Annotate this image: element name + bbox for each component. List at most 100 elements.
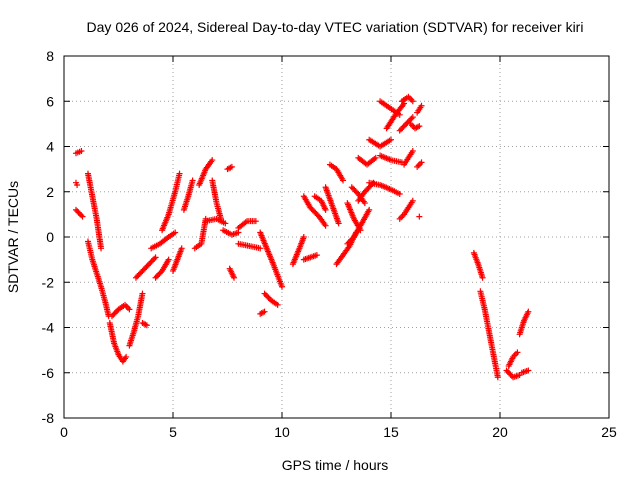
data-point <box>347 238 354 245</box>
data-point <box>111 310 118 317</box>
data-point <box>178 245 185 252</box>
data-point <box>140 266 147 273</box>
y-axis-label: SDTVAR / TECUs <box>5 181 21 293</box>
data-point <box>396 127 403 134</box>
data-point <box>418 102 425 109</box>
data-point <box>78 212 85 219</box>
data-point <box>300 234 307 240</box>
data-point <box>134 273 141 280</box>
data-point <box>398 126 405 133</box>
data-point <box>264 293 271 300</box>
data-point <box>348 236 355 243</box>
data-point <box>143 263 150 270</box>
data-point <box>222 220 229 227</box>
data-point <box>72 206 79 213</box>
data-point <box>261 290 268 297</box>
data-point <box>322 222 329 229</box>
data-point <box>274 301 281 308</box>
data-point <box>76 210 83 217</box>
data-point <box>155 272 162 279</box>
x-axis-label: GPS time / hours <box>282 457 389 473</box>
data-point <box>494 374 501 381</box>
data-point <box>479 274 486 281</box>
data-point <box>135 272 142 279</box>
data-point <box>74 208 81 215</box>
data-point <box>148 258 155 265</box>
data-point <box>261 308 268 315</box>
data-point <box>147 259 154 266</box>
x-tick-label: 0 <box>60 424 68 440</box>
data-point <box>388 136 394 143</box>
data-points <box>72 93 532 381</box>
x-tick-label: 5 <box>169 424 177 440</box>
data-point <box>351 186 358 193</box>
data-point <box>409 98 416 105</box>
x-tick-label: 20 <box>492 424 508 440</box>
data-point <box>418 159 425 166</box>
data-point <box>357 227 364 234</box>
data-point <box>396 191 403 198</box>
y-tick-label: -4 <box>42 320 55 336</box>
x-tick-label: 10 <box>274 424 290 440</box>
data-point <box>110 311 117 318</box>
data-point <box>361 200 368 207</box>
data-point <box>344 240 351 247</box>
data-point <box>408 115 415 122</box>
y-tick-label: 8 <box>46 48 54 64</box>
data-point <box>108 313 115 320</box>
data-point <box>396 111 403 118</box>
data-point <box>189 177 196 184</box>
data-point <box>142 265 149 272</box>
data-point <box>123 353 130 360</box>
data-point <box>409 148 416 155</box>
data-point <box>228 163 235 170</box>
data-point <box>525 308 532 315</box>
data-point <box>139 267 146 274</box>
data-point <box>231 274 238 281</box>
data-point <box>78 148 85 155</box>
y-tick-label: -6 <box>42 365 55 381</box>
data-point <box>146 261 153 268</box>
data-point <box>209 157 216 164</box>
data-point <box>335 220 342 227</box>
data-point <box>400 123 407 130</box>
data-point <box>504 368 511 375</box>
x-tick-label: 15 <box>383 424 399 440</box>
data-point <box>506 370 513 377</box>
data-point <box>313 252 320 259</box>
data-point <box>409 197 416 204</box>
chart-title: Day 026 of 2024, Sidereal Day-to-day VTE… <box>87 19 584 35</box>
data-point <box>172 229 179 236</box>
y-tick-label: 0 <box>46 229 54 245</box>
data-point <box>366 206 373 213</box>
data-point <box>139 290 146 297</box>
data-point <box>252 218 259 225</box>
axis-ticks: 0 5 10 15 20 25 -8 -6 -4 -2 0 2 4 6 8 <box>42 48 617 440</box>
data-point <box>152 274 159 281</box>
data-point <box>372 154 379 161</box>
data-point <box>525 367 532 374</box>
data-point <box>401 122 408 129</box>
data-point <box>345 239 352 246</box>
y-tick-label: -8 <box>42 410 55 426</box>
data-point <box>153 273 160 280</box>
data-point <box>416 123 423 130</box>
data-point <box>257 245 264 252</box>
data-point <box>126 306 133 313</box>
grid-lines <box>64 56 609 418</box>
data-point <box>514 349 521 356</box>
data-point <box>138 269 145 276</box>
data-point <box>262 291 269 298</box>
data-point <box>144 262 151 269</box>
y-tick-label: 6 <box>46 93 54 109</box>
data-point <box>151 255 158 262</box>
data-point <box>112 309 119 316</box>
data-point <box>322 206 329 213</box>
data-point <box>149 257 156 264</box>
data-point <box>279 283 285 290</box>
x-tick-label: 25 <box>601 424 617 440</box>
data-point <box>409 114 416 121</box>
data-point <box>74 181 81 188</box>
data-point <box>79 213 86 220</box>
